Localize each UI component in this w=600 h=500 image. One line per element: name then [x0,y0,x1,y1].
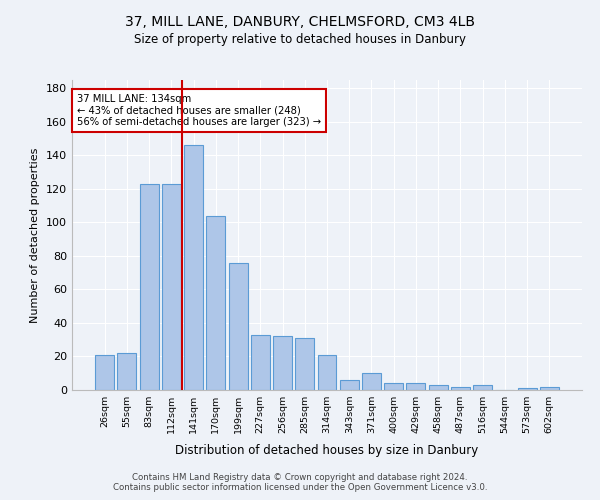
Bar [251,334,270,390]
Bar [95,355,114,390]
Bar [184,146,203,390]
Text: 37 MILL LANE: 134sqm
← 43% of detached houses are smaller (248)
56% of semi-deta: 37 MILL LANE: 134sqm ← 43% of detached h… [77,94,321,127]
Bar [451,386,470,390]
Bar [317,355,337,390]
Bar [273,336,292,390]
Bar [384,384,403,390]
Bar [473,385,492,390]
Text: Size of property relative to detached houses in Danbury: Size of property relative to detached ho… [134,32,466,46]
Bar [340,380,359,390]
Bar [406,384,425,390]
Bar [118,353,136,390]
Bar [162,184,181,390]
Bar [540,386,559,390]
Text: Contains public sector information licensed under the Open Government Licence v3: Contains public sector information licen… [113,484,487,492]
Text: 37, MILL LANE, DANBURY, CHELMSFORD, CM3 4LB: 37, MILL LANE, DANBURY, CHELMSFORD, CM3 … [125,15,475,29]
Text: Contains HM Land Registry data © Crown copyright and database right 2024.: Contains HM Land Registry data © Crown c… [132,474,468,482]
Bar [295,338,314,390]
Bar [518,388,536,390]
X-axis label: Distribution of detached houses by size in Danbury: Distribution of detached houses by size … [175,444,479,458]
Bar [229,262,248,390]
Y-axis label: Number of detached properties: Number of detached properties [31,148,40,322]
Bar [429,385,448,390]
Bar [206,216,225,390]
Bar [140,184,158,390]
Bar [362,373,381,390]
